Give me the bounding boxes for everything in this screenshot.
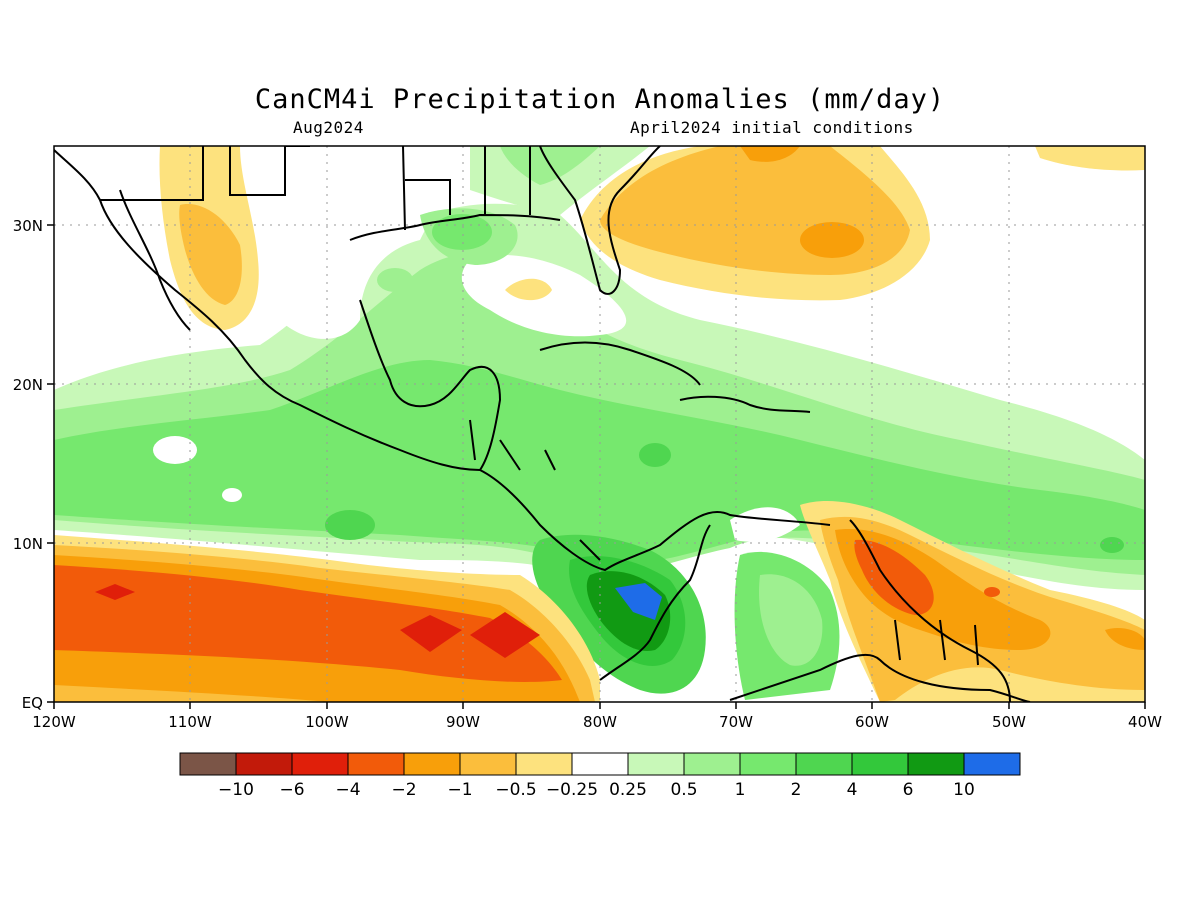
colorbar-label: 10 [953, 780, 975, 800]
colorbar-swatch [403, 752, 461, 776]
colorbar-label: 0.5 [670, 780, 697, 800]
colorbar-label: −1 [447, 780, 472, 800]
colorbar-swatch [347, 752, 405, 776]
colorbar-label: −0.25 [546, 780, 598, 800]
lat-tick: 30N [13, 217, 43, 235]
colorbar-swatch [235, 752, 293, 776]
wet-peak [615, 583, 662, 620]
colorbar-swatch [683, 752, 741, 776]
lon-tick: 90W [446, 713, 480, 731]
lon-tick: 60W [855, 713, 889, 731]
colorbar-swatch [571, 752, 629, 776]
colorbar-swatch [291, 752, 349, 776]
colorbar-label: 2 [791, 780, 802, 800]
colorbar-label: −2 [391, 780, 416, 800]
tick-marks [47, 224, 1146, 709]
lat-tick: EQ [22, 694, 43, 712]
lon-tick: 120W [32, 713, 76, 731]
coastlines [54, 146, 1031, 702]
lon-tick: 100W [305, 713, 349, 731]
lon-tick: 80W [583, 713, 617, 731]
colorbar: −10 −6 −4 −2 −1 −0.5 −0.25 0.25 0.5 1 2 4 6 10 [179, 752, 1021, 800]
colorbar-label: −0.5 [495, 780, 536, 800]
colorbar-label: −6 [279, 780, 304, 800]
colorbar-swatch [795, 752, 853, 776]
colorbar-label: −10 [218, 780, 254, 800]
dry-hole-mexico [256, 146, 440, 339]
lon-tick: 40W [1128, 713, 1162, 731]
colorbar-swatch [515, 752, 573, 776]
colorbar-label: 0.25 [609, 780, 647, 800]
map-title: CanCM4i Precipitation Anomalies (mm/day) [254, 84, 946, 115]
lat-tick: 20N [13, 376, 43, 394]
map-grid [54, 146, 1145, 702]
colorbar-swatch [627, 752, 685, 776]
initial-conditions: April2024 initial conditions [630, 118, 914, 137]
lon-tick: 50W [992, 713, 1026, 731]
lon-tick-labels: 120W 110W 100W 90W 80W 70W 60W 50W 40W [32, 713, 1162, 731]
lat-tick-labels: EQ 10N 20N 30N [13, 217, 43, 712]
colorbar-swatch [851, 752, 909, 776]
colorbar-label: 4 [847, 780, 858, 800]
anomaly-field [54, 146, 1145, 702]
forecast-month: Aug2024 [293, 118, 364, 137]
colorbar-label: 1 [735, 780, 746, 800]
lon-tick: 70W [719, 713, 753, 731]
lat-tick: 10N [13, 535, 43, 553]
colorbar-label: −4 [335, 780, 360, 800]
colorbar-swatch [739, 752, 797, 776]
lon-tick: 110W [168, 713, 212, 731]
colorbar-swatch [963, 752, 1021, 776]
colorbar-swatch [179, 752, 237, 776]
colorbar-swatch [907, 752, 965, 776]
colorbar-swatch [459, 752, 517, 776]
colorbar-label: 6 [903, 780, 914, 800]
